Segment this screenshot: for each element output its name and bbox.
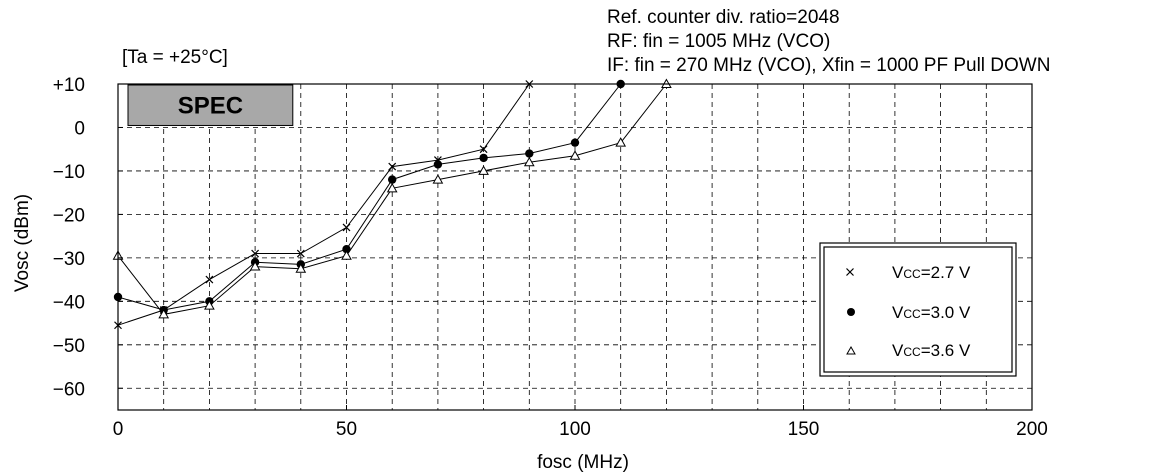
data-point-x	[342, 223, 351, 232]
y-tick-label: −30	[53, 249, 85, 270]
data-point-triangle	[295, 263, 307, 273]
y-tick-label: −20	[53, 205, 85, 226]
series-markers	[112, 78, 672, 330]
y-tick-label: −60	[53, 379, 85, 400]
data-point-dot	[342, 244, 351, 254]
data-point-triangle	[615, 137, 627, 147]
y-tick-label: −40	[53, 292, 85, 313]
series-line-x	[117, 83, 530, 326]
spec-label: SPEC	[178, 93, 243, 120]
temperature-note: [Ta = +25°C]	[122, 47, 228, 68]
condition-line-1: Ref. counter div. ratio=2048	[607, 7, 840, 28]
data-point-triangle	[569, 150, 581, 160]
x-tick-label: 0	[113, 419, 124, 440]
y-tick-label: 0	[74, 118, 85, 139]
data-point-x	[296, 249, 305, 258]
legend: VCC=2.7 V VCC=3.0 V VCC=3.6 V	[819, 242, 1017, 377]
legend-label-vcc-2-7: VCC=2.7 V	[892, 263, 971, 282]
legend-item-vcc-2-7: VCC=2.7 V	[846, 263, 971, 282]
x-tick-label: 150	[788, 419, 820, 440]
data-point-triangle	[478, 165, 489, 175]
legend-marker-triangle	[846, 345, 856, 355]
data-point-dot	[570, 138, 580, 147]
data-point-triangle	[249, 261, 261, 271]
data-point-x	[479, 145, 488, 154]
condition-line-2: RF: fin = 1005 MHz (VCO)	[607, 31, 830, 52]
data-point-triangle	[341, 250, 352, 260]
axis-ticks: 0 50 100 150 200 +10 0 −10 −20 −30 −40 −50 −60	[53, 75, 1048, 440]
legend-label-vcc-3-6: VCC=3.6 V	[892, 341, 971, 360]
data-point-x	[205, 275, 214, 284]
data-point-x	[251, 249, 260, 258]
data-point-dot	[388, 175, 397, 184]
data-point-dot	[525, 149, 534, 158]
data-point-triangle	[432, 174, 444, 184]
series-line-dot	[117, 83, 622, 311]
legend-marker-dot	[847, 308, 855, 316]
x-tick-label: 200	[1016, 419, 1048, 440]
legend-item-vcc-3-0: VCC=3.0 V	[847, 303, 971, 322]
data-point-triangle	[204, 300, 215, 310]
y-tick-label: −10	[53, 162, 85, 183]
spec-region	[127, 84, 294, 126]
data-point-triangle	[158, 308, 170, 319]
x-axis-label: fosc (MHz)	[537, 452, 629, 473]
data-point-dot	[479, 153, 488, 163]
data-point-dot	[433, 160, 443, 169]
y-tick-label: −50	[53, 336, 85, 357]
condition-line-3: IF: fin = 270 MHz (VCO), Xfin = 1000 PF …	[607, 55, 1050, 76]
legend-label-vcc-3-0: VCC=3.0 V	[892, 303, 971, 322]
x-tick-label: 100	[559, 419, 591, 440]
y-tick-label: +10	[53, 75, 85, 96]
y-axis-label: Vosc (dBm)	[12, 194, 33, 292]
legend-item-vcc-3-6: VCC=3.6 V	[846, 341, 971, 360]
data-point-x	[388, 162, 397, 171]
x-tick-label: 50	[336, 419, 357, 440]
data-point-triangle	[523, 156, 535, 167]
legend-marker-x	[846, 268, 854, 276]
data-point-triangle	[386, 182, 398, 193]
legend-inner-frame	[823, 246, 1013, 373]
